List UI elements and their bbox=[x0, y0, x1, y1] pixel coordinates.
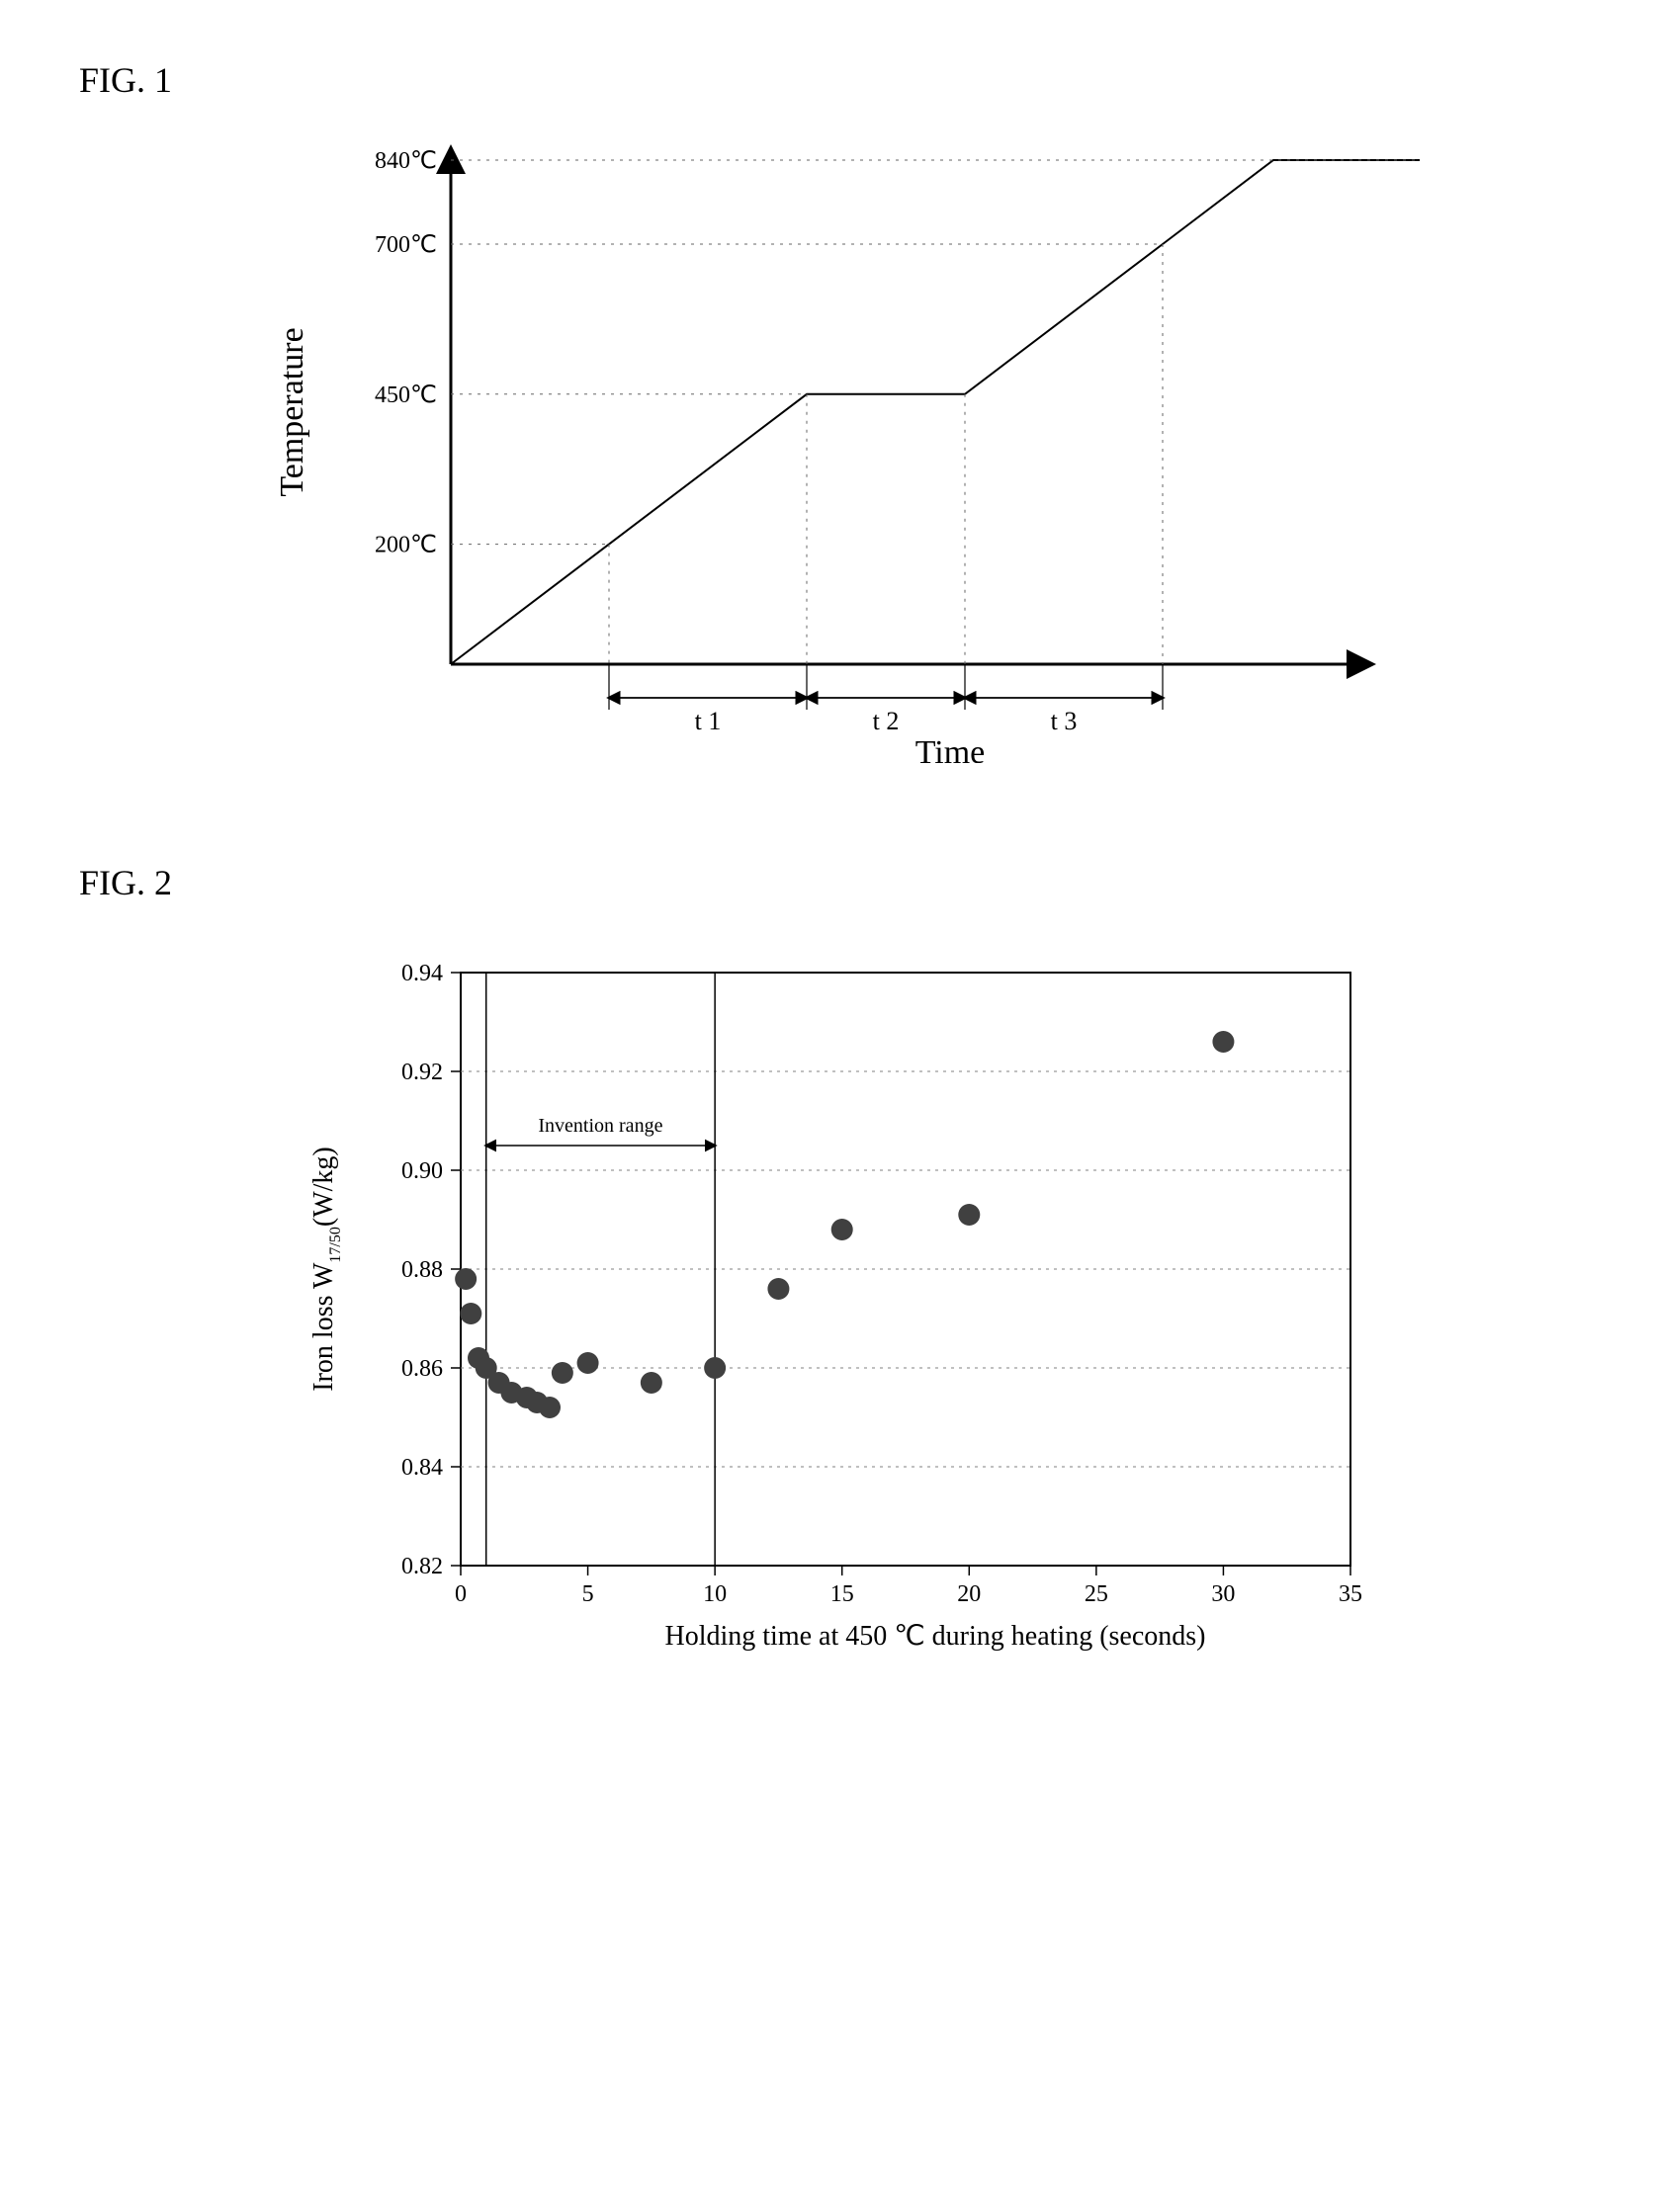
fig2-xtick-label: 30 bbox=[1211, 1581, 1235, 1607]
fig1-label: FIG. 1 bbox=[79, 59, 1594, 101]
fig2-data-point bbox=[539, 1397, 561, 1418]
fig1-ytick-label: 840℃ bbox=[375, 148, 437, 174]
fig1-segment-label: t 1 bbox=[695, 707, 722, 735]
fig1-container: 200℃ 450℃ 700℃ 840℃ t 1 t 2 t 3 Time Temperature bbox=[59, 130, 1594, 763]
fig1-ytick-label: 700℃ bbox=[375, 232, 437, 258]
fig1-ytick-label: 200℃ bbox=[375, 533, 437, 558]
svg-text:Iron loss W17/50(W/kg): Iron loss W17/50(W/kg) bbox=[308, 1147, 344, 1391]
fig1-xlabel: Time bbox=[915, 734, 986, 763]
fig2-ytick-label: 0.92 bbox=[401, 1060, 443, 1085]
fig2-ytick-label: 0.88 bbox=[401, 1257, 443, 1283]
fig1-temperature-profile bbox=[451, 160, 1420, 664]
fig1-segment-label: t 3 bbox=[1051, 707, 1078, 735]
fig1-ylabel: Temperature bbox=[274, 327, 310, 496]
fig2-ytick-label: 0.90 bbox=[401, 1158, 443, 1184]
fig2-ytick-label: 0.86 bbox=[401, 1356, 443, 1382]
fig2-range-label: Invention range bbox=[538, 1115, 662, 1137]
fig2-xtick-label: 20 bbox=[957, 1581, 981, 1607]
fig2-xtick-label: 10 bbox=[703, 1581, 727, 1607]
fig2-xtick-label: 35 bbox=[1339, 1581, 1362, 1607]
fig2-data-point bbox=[958, 1204, 980, 1226]
fig2-ytick-label: 0.82 bbox=[401, 1554, 443, 1579]
fig1-segment-label: t 2 bbox=[873, 707, 900, 735]
fig2-container: 0 5 10 15 20 25 30 35 0.82 0.84 0.86 0.88 0.90 0.92 0.… bbox=[59, 933, 1594, 1704]
fig1-ytick-label: 450℃ bbox=[375, 383, 437, 408]
fig2-data-point bbox=[552, 1362, 573, 1384]
fig1-chart: 200℃ 450℃ 700℃ 840℃ t 1 t 2 t 3 Time Temperature bbox=[233, 130, 1420, 763]
fig2-label: FIG. 2 bbox=[79, 862, 1594, 903]
fig2-xlabel: Holding time at 450 ℃ during heating (se… bbox=[664, 1621, 1205, 1652]
fig2-data-point bbox=[767, 1278, 789, 1300]
fig2-xtick-label: 15 bbox=[830, 1581, 854, 1607]
fig2-ylabel: Iron loss W17/50(W/kg) bbox=[308, 1147, 344, 1391]
fig2-ytick-label: 0.84 bbox=[401, 1455, 443, 1481]
fig2-ytick-label: 0.94 bbox=[401, 961, 443, 986]
fig2-data-point bbox=[455, 1268, 477, 1290]
fig2-data-point bbox=[831, 1219, 853, 1240]
fig2-data-point bbox=[460, 1303, 481, 1324]
fig2-xtick-label: 5 bbox=[582, 1581, 594, 1607]
fig2-data-point bbox=[704, 1357, 726, 1379]
fig2-data-point bbox=[1212, 1031, 1234, 1053]
fig2-xtick-label: 25 bbox=[1085, 1581, 1108, 1607]
fig2-data-point bbox=[641, 1372, 662, 1394]
fig2-data-point bbox=[577, 1352, 599, 1374]
fig2-xtick-label: 0 bbox=[455, 1581, 467, 1607]
fig2-chart: 0 5 10 15 20 25 30 35 0.82 0.84 0.86 0.88 0.90 0.92 0.… bbox=[233, 933, 1420, 1704]
